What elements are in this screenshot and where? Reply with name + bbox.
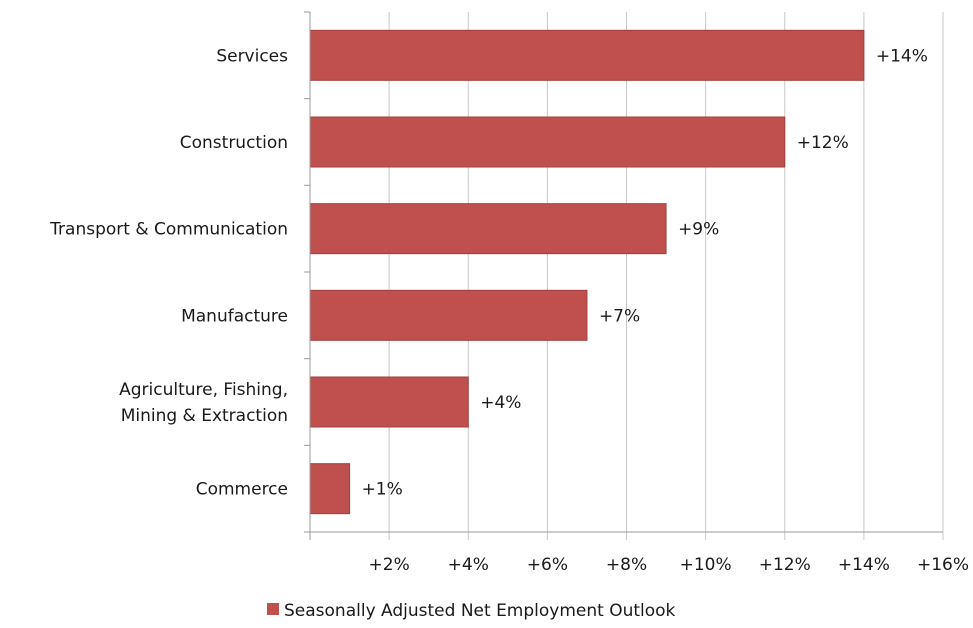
category-label-line: Services (216, 46, 288, 66)
category-label-5: Commerce (196, 480, 288, 500)
x-tick-label-3: +8% (606, 555, 647, 575)
labels: +2% +4% +6% +8% +10% +12% +14% +16% Services +14%… (49, 46, 969, 575)
category-label-line: Mining & Extraction (121, 406, 288, 426)
data-label-5: +1% (362, 480, 403, 500)
category-label-2: Transport & Communication (49, 220, 288, 240)
x-tick-label-2: +6% (527, 555, 568, 575)
bar-1 (309, 116, 786, 168)
bar-4 (309, 376, 469, 428)
category-label-line: Manufacture (181, 306, 288, 326)
data-label-3: +7% (599, 306, 640, 326)
category-label-line: Transport & Communication (49, 220, 288, 240)
axes (304, 11, 943, 540)
category-label-3: Manufacture (181, 306, 288, 326)
category-label-line: Commerce (196, 480, 288, 500)
data-label-4: +4% (480, 393, 521, 413)
x-tick-label-7: +16% (917, 555, 969, 575)
legend: Seasonally Adjusted Net Employment Outlo… (267, 601, 676, 621)
bars (309, 29, 865, 515)
data-label-2: +9% (678, 220, 719, 240)
x-tick-label-6: +14% (838, 555, 890, 575)
data-label-0: +14% (876, 46, 928, 66)
bar-2 (309, 203, 667, 255)
data-label-1: +12% (797, 133, 849, 153)
category-label-4: Agriculture, Fishing, Mining & Extraction (119, 380, 288, 426)
x-tick-label-0: +2% (369, 555, 410, 575)
x-tick-label-5: +12% (759, 555, 811, 575)
legend-swatch (267, 603, 279, 615)
x-tick-label-1: +4% (448, 555, 489, 575)
category-label-0: Services (216, 46, 288, 66)
grid-lines (388, 12, 944, 540)
bar-5 (309, 463, 351, 515)
x-tick-label-4: +10% (680, 555, 732, 575)
bar-0 (309, 29, 865, 81)
category-label-1: Construction (180, 133, 288, 153)
category-label-line: Construction (180, 133, 288, 153)
bar-3 (309, 289, 588, 341)
category-label-line: Agriculture, Fishing, (119, 380, 288, 400)
legend-label: Seasonally Adjusted Net Employment Outlo… (284, 601, 676, 621)
